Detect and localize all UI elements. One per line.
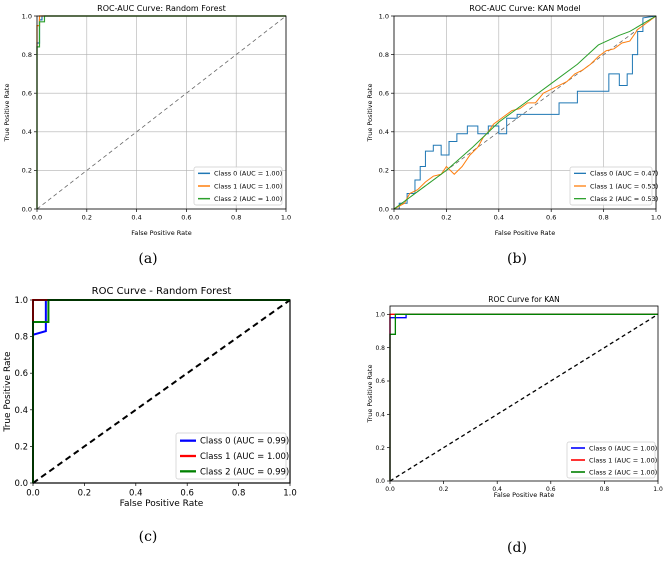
y-tick-label: 0.4: [22, 128, 32, 136]
y-axis-label: True Positive Rate: [366, 84, 374, 143]
y-tick-label: 0.0: [22, 205, 32, 213]
figure-caption: (c): [139, 529, 158, 545]
series-line-b-0: [394, 15, 657, 210]
y-tick-label: 0.4: [14, 406, 28, 416]
y-tick-label: 0.0: [14, 479, 28, 489]
x-tick-label: 0.8: [598, 214, 608, 222]
x-tick-label: 0.8: [600, 486, 610, 493]
plot-frame: [393, 15, 657, 210]
chance-diagonal: [389, 313, 659, 482]
x-tick-label: 1.0: [283, 489, 297, 499]
chance-diagonal: [393, 15, 657, 210]
x-tick-label: 0.6: [180, 489, 194, 499]
x-axis-label: False Positive Rate: [494, 491, 554, 499]
legend-box: [566, 441, 656, 479]
legend-entry: Class 0 (AUC = 0.47): [590, 170, 658, 178]
y-tick-label: 0.2: [14, 442, 28, 452]
legend-entry: Class 1 (AUC = 1.00): [214, 182, 282, 190]
y-tick-label: 1.0: [22, 12, 32, 20]
chart-c: 0.0 0.2 0.4 0.6 0.8 1.0 0.0 0.2 0.4 0.6 0.8 1.0 ROC …: [3, 286, 297, 545]
y-tick-label: 0.8: [379, 51, 389, 59]
y-axis-label: True Positive Rate: [3, 84, 11, 143]
plot-frame: [36, 15, 287, 210]
figure-caption: (d): [507, 540, 527, 556]
x-tick-label: 0.2: [78, 489, 92, 499]
y-tick-label: 0.2: [379, 167, 389, 175]
chart-title: ROC-AUC Curve: KAN Model: [469, 4, 581, 13]
x-tick-label: 0.6: [546, 214, 556, 222]
y-tick-label: 0.0: [375, 478, 385, 485]
chance-diagonal: [36, 15, 287, 210]
legend-entry: Class 0 (AUC = 1.00): [589, 444, 657, 452]
chart-title: ROC Curve for KAN: [488, 295, 559, 304]
x-tick-label: 1.0: [281, 214, 291, 222]
x-tick-label: 1.0: [653, 486, 663, 493]
x-tick-label: 0.0: [32, 214, 42, 222]
y-tick-label: 1.0: [14, 296, 28, 306]
figure-caption: (b): [507, 251, 527, 267]
legend-entry: Class 0 (AUC = 1.00): [214, 170, 282, 178]
chart-title: ROC Curve - Random Forest: [92, 286, 232, 297]
legend: Class 0 (AUC = 0.47) Class 1 (AUC = 0.53)…: [569, 166, 658, 206]
legend-entry: Class 1 (AUC = 0.53): [590, 182, 658, 190]
legend-box: [569, 166, 653, 206]
legend-box: [193, 166, 283, 206]
y-tick-label: 0.6: [22, 89, 32, 97]
x-tick-label: 0.0: [389, 214, 399, 222]
chart-d: 0.0 0.2 0.4 0.6 0.8 1.0 0.0 0.2 0.4 0.6 0.8 1.0 ROC …: [366, 295, 663, 556]
legend: Class 0 (AUC = 1.00) Class 1 (AUC = 1.00)…: [566, 441, 657, 479]
x-axis-label: False Positive Rate: [495, 229, 555, 237]
x-tick-label: 0.0: [26, 489, 40, 499]
x-tick-label: 0.4: [492, 486, 502, 493]
x-tick-label: 0.0: [385, 486, 395, 493]
y-tick-label: 0.0: [379, 205, 389, 213]
y-tick-label: 1.0: [375, 311, 385, 318]
x-tick-label: 0.2: [439, 486, 449, 493]
legend-entry: Class 0 (AUC = 0.99): [200, 437, 289, 447]
x-axis-label: False Positive Rate: [131, 229, 191, 237]
legend: Class 0 (AUC = 0.99) Class 1 (AUC = 1.00)…: [175, 432, 289, 480]
x-tick-label: 0.4: [129, 489, 143, 499]
legend-box: [175, 432, 287, 480]
y-tick-label: 0.4: [375, 411, 385, 418]
y-tick-label: 1.0: [379, 12, 389, 20]
y-axis-label: True Positive Rate: [366, 365, 374, 424]
x-tick-label: 0.2: [441, 214, 451, 222]
x-tick-label: 0.6: [546, 486, 556, 493]
x-tick-label: 0.6: [181, 214, 191, 222]
legend-entry: Class 2 (AUC = 0.53): [590, 195, 658, 203]
x-tick-label: 0.8: [232, 489, 246, 499]
y-tick-label: 0.8: [22, 51, 32, 59]
series-line-b-2: [393, 15, 657, 210]
x-tick-label: 0.4: [494, 214, 504, 222]
chance-diagonal: [32, 299, 291, 484]
figure-caption: (a): [138, 251, 157, 267]
x-tick-label: 0.4: [131, 214, 141, 222]
y-tick-label: 0.2: [375, 445, 385, 452]
plot-frame: [32, 299, 291, 484]
y-tick-label: 0.6: [14, 369, 28, 379]
legend-entry: Class 2 (AUC = 0.99): [200, 467, 289, 477]
y-tick-label: 0.6: [375, 378, 385, 385]
x-tick-label: 1.0: [651, 214, 661, 222]
y-tick-label: 0.2: [22, 167, 32, 175]
y-axis-label: True Positive Rate: [3, 351, 13, 433]
y-tick-label: 0.6: [379, 89, 389, 97]
chart-title: ROC-AUC Curve: Random Forest: [97, 4, 226, 13]
legend-entry: Class 1 (AUC = 1.00): [589, 456, 657, 464]
chart-b: 0.0 0.2 0.4 0.6 0.8 1.0 0.0 0.2 0.4 0.6 0.8 1.0 ROC-…: [366, 4, 661, 267]
chart-a: 0.0 0.2 0.4 0.6 0.8 1.0 0.0 0.2 0.4 0.6 0.8 1.0 ROC-…: [3, 4, 291, 267]
y-tick-label: 0.8: [375, 345, 385, 352]
legend-entry: Class 2 (AUC = 1.00): [589, 468, 657, 476]
y-tick-label: 0.8: [14, 333, 28, 343]
legend: Class 0 (AUC = 1.00) Class 1 (AUC = 1.00)…: [193, 166, 283, 206]
x-axis-label: False Positive Rate: [120, 499, 204, 509]
legend-entry: Class 2 (AUC = 1.00): [214, 195, 282, 203]
plot-frame: [389, 305, 659, 482]
x-tick-label: 0.2: [82, 214, 92, 222]
x-tick-label: 0.8: [231, 214, 241, 222]
y-tick-label: 0.4: [379, 128, 389, 136]
legend-entry: Class 1 (AUC = 1.00): [200, 452, 289, 462]
